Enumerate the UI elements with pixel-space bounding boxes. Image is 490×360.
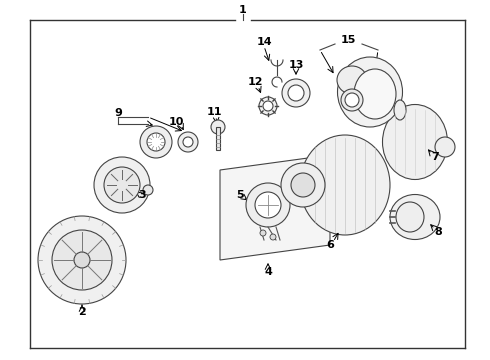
Ellipse shape — [300, 135, 390, 235]
Circle shape — [282, 79, 310, 107]
Ellipse shape — [396, 202, 424, 232]
Circle shape — [183, 137, 193, 147]
Circle shape — [259, 97, 277, 115]
Circle shape — [263, 101, 273, 111]
Text: 3: 3 — [138, 190, 146, 200]
Ellipse shape — [354, 69, 396, 119]
Text: 2: 2 — [78, 307, 86, 317]
Text: 5: 5 — [236, 190, 244, 200]
Bar — [216, 127, 220, 150]
Text: 11: 11 — [206, 107, 222, 117]
Text: 4: 4 — [264, 267, 272, 277]
Circle shape — [74, 252, 90, 268]
Circle shape — [143, 185, 153, 195]
Circle shape — [38, 216, 126, 304]
Text: 9: 9 — [114, 108, 122, 118]
Circle shape — [281, 163, 325, 207]
Circle shape — [147, 133, 165, 151]
Circle shape — [211, 120, 225, 134]
Ellipse shape — [337, 66, 367, 94]
Circle shape — [140, 126, 172, 158]
Circle shape — [94, 157, 150, 213]
Circle shape — [291, 173, 315, 197]
Text: 14: 14 — [256, 37, 272, 47]
Text: 12: 12 — [247, 77, 263, 87]
Polygon shape — [220, 155, 330, 260]
Circle shape — [270, 234, 276, 240]
Ellipse shape — [338, 57, 402, 127]
Text: 8: 8 — [434, 227, 442, 237]
Text: 7: 7 — [431, 152, 439, 162]
Ellipse shape — [390, 194, 440, 239]
Text: 15: 15 — [341, 35, 356, 45]
Text: 6: 6 — [326, 240, 334, 250]
Circle shape — [255, 192, 281, 218]
Circle shape — [288, 85, 304, 101]
Circle shape — [260, 230, 266, 236]
Circle shape — [246, 183, 290, 227]
Ellipse shape — [383, 104, 447, 180]
Circle shape — [178, 132, 198, 152]
Circle shape — [104, 167, 140, 203]
Circle shape — [341, 89, 363, 111]
Text: 1: 1 — [239, 5, 247, 15]
Circle shape — [435, 137, 455, 157]
Circle shape — [52, 230, 112, 290]
Circle shape — [345, 93, 359, 107]
Ellipse shape — [394, 100, 406, 120]
Text: 13: 13 — [288, 60, 304, 70]
Text: 10: 10 — [168, 117, 184, 127]
